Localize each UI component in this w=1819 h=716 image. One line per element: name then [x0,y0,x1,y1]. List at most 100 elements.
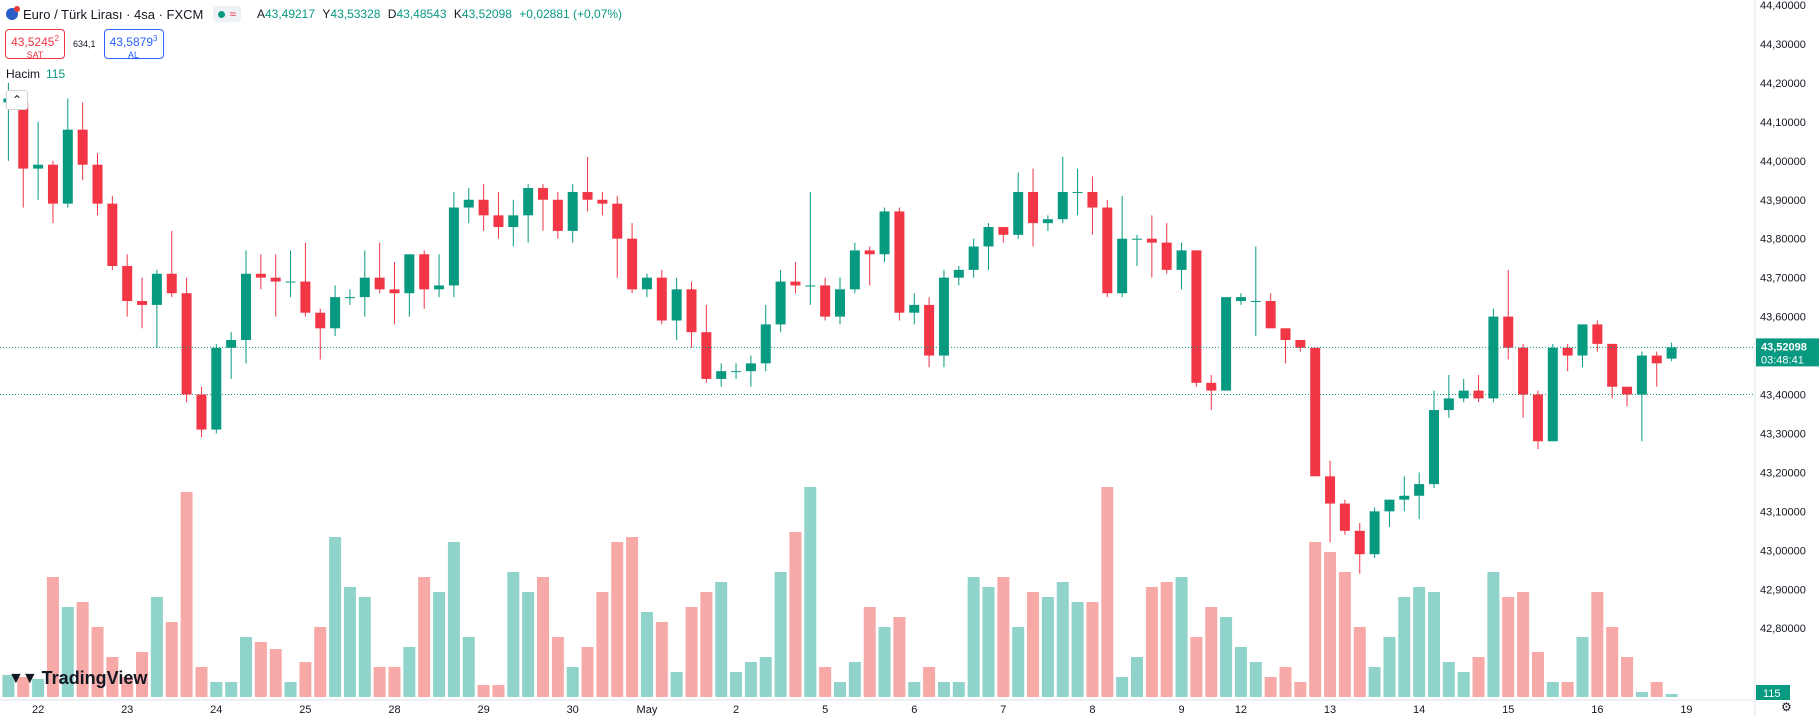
collapse-chevron-icon[interactable]: ⌃ [6,90,28,110]
candle-body [641,277,652,290]
volume-bar [1190,637,1203,697]
x-tick-label: 28 [388,704,400,716]
volume-bar [403,647,416,697]
x-tick-label: 7 [1000,704,1006,716]
volume-bar [700,592,713,697]
volume-bar [952,682,965,697]
candle-body [1636,355,1647,395]
volume-bar [819,667,832,697]
candle-body [1429,410,1439,485]
candle-body [1577,324,1588,356]
y-tick-label: 43,80000 [1760,234,1806,246]
candle-body [894,211,905,313]
candle-body [731,371,742,373]
candle-body [493,215,504,228]
volume-bar [1131,657,1143,697]
volume-bar [1071,602,1084,697]
candle-body [627,238,638,290]
candle-body [835,289,845,317]
candle-body [552,199,563,231]
candle-body [1280,328,1291,340]
candle-body [968,246,979,270]
volume-bar [863,607,876,697]
volume-bar [1264,677,1277,697]
x-tick-label: 15 [1502,704,1514,716]
candle-body [523,188,534,216]
settings-gear-icon[interactable]: ⚙ [1781,700,1792,714]
y-tick-label: 42,90000 [1760,584,1806,596]
x-tick-label: 29 [477,704,489,716]
volume-bar [1027,592,1040,697]
volume-last-badge [1756,685,1790,700]
volume-bar [477,685,490,697]
volume-bar [1428,592,1440,697]
volume-bar [1413,587,1426,697]
candle-body [538,188,548,200]
candle-body [211,347,222,430]
volume-legend[interactable]: Hacim 115 [6,67,66,81]
volume-bar [299,662,312,697]
candle-body [582,191,593,200]
candle-body [864,250,875,255]
volume-bar [373,667,386,697]
candle-body [1161,242,1172,270]
y-tick-label: 44,30000 [1760,39,1806,51]
candle-body [33,164,44,169]
candle-body [1250,301,1261,303]
candle-body [196,394,207,430]
candle-body [122,265,133,302]
market-status[interactable]: ≈ [213,6,241,22]
volume-bar [284,682,297,697]
candle-body [137,301,148,305]
x-tick-label: 16 [1591,704,1603,716]
volume-bar [789,532,802,697]
candle-body [775,281,786,325]
sell-button[interactable]: 43,52452 SAT [5,29,65,60]
candle-body [359,277,370,298]
candle-body [241,273,251,340]
x-tick-label: 24 [210,704,222,716]
volume-bar [581,647,594,697]
x-tick-label: 2 [733,704,739,716]
volume-bar [225,682,238,697]
candle-body [849,250,860,290]
candle-body [508,215,519,228]
candle-body [909,304,920,313]
volume-bar [136,652,149,697]
x-tick-label: 6 [911,704,917,716]
symbol-title[interactable]: Euro / Türk Lirası · 4sa · FXCM [23,6,204,22]
candle-body [998,227,1009,235]
candle-body [478,199,489,216]
volume-bar [893,617,906,697]
volume-bar [492,685,505,697]
volume-bar [967,577,980,697]
y-tick-label: 43,70000 [1760,273,1806,285]
candle-body [760,324,771,364]
volume-bar [1517,592,1530,697]
candle-body [820,285,831,317]
candle-body [1414,484,1425,496]
volume-bar [418,577,431,697]
x-tick-label: 19 [1680,704,1692,716]
candle-body [1369,511,1380,555]
volume-bar [1487,572,1500,697]
chart-header: Euro / Türk Lirası · 4sa · FXCM ≈ A43,49… [0,0,622,28]
candle-body [1206,382,1217,391]
volume-bar [1145,587,1158,697]
candle-body [983,227,994,247]
x-tick-label: 22 [32,704,44,716]
candle-body [448,207,459,286]
volume-bar [269,649,282,697]
candle-body [1102,207,1113,294]
symbol-flag-icon [6,6,20,20]
candle-body [1503,316,1514,348]
candle-body [463,199,474,208]
buy-button[interactable]: 43,58793 AL [103,29,164,60]
candle-body [285,281,296,283]
tradingview-logo[interactable]: ▼▼ TradingView [8,668,148,688]
candle-body [790,281,801,286]
candle-body [315,312,326,329]
candle-body [1473,390,1484,399]
volume-bar [1056,582,1069,697]
